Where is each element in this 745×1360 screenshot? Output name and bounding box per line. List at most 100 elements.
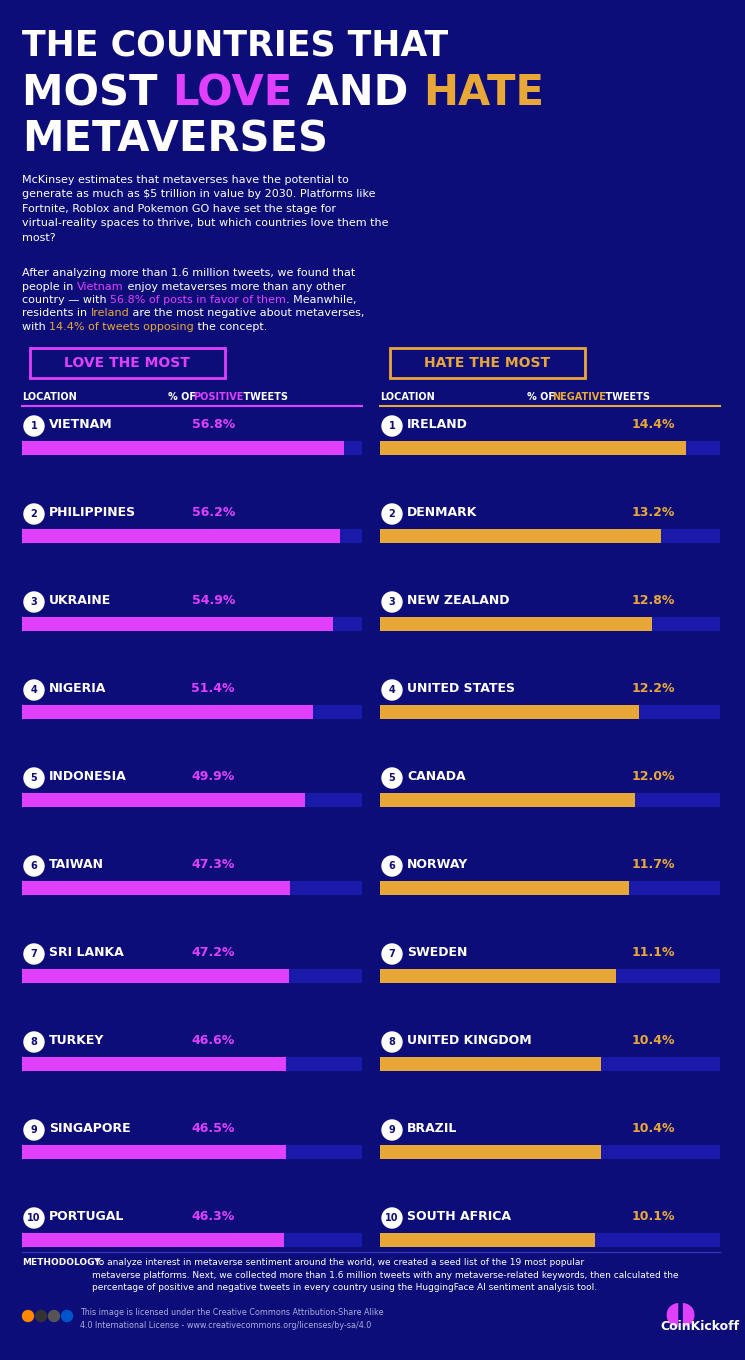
Text: NEGATIVE: NEGATIVE bbox=[552, 392, 606, 403]
Bar bbox=[380, 793, 635, 806]
Bar bbox=[380, 704, 720, 719]
Text: % OF: % OF bbox=[168, 392, 200, 403]
Text: 6: 6 bbox=[31, 861, 37, 870]
Text: TURKEY: TURKEY bbox=[49, 1034, 104, 1047]
Text: TAIWAN: TAIWAN bbox=[49, 858, 104, 870]
Text: 12.2%: 12.2% bbox=[632, 681, 675, 695]
Text: UNITED STATES: UNITED STATES bbox=[407, 681, 515, 695]
Text: 5: 5 bbox=[31, 772, 37, 783]
Text: 4: 4 bbox=[389, 685, 396, 695]
Bar bbox=[380, 441, 720, 456]
Text: 51.4%: 51.4% bbox=[191, 681, 235, 695]
Text: LOCATION: LOCATION bbox=[380, 392, 435, 403]
Text: residents in: residents in bbox=[22, 309, 91, 318]
Circle shape bbox=[24, 680, 44, 700]
Text: VIETNAM: VIETNAM bbox=[49, 418, 112, 431]
Text: 5: 5 bbox=[389, 772, 396, 783]
Text: LOVE: LOVE bbox=[172, 72, 292, 114]
Text: Ireland: Ireland bbox=[91, 309, 130, 318]
Text: LOCATION: LOCATION bbox=[22, 392, 77, 403]
Bar bbox=[22, 881, 290, 895]
Bar bbox=[380, 881, 720, 895]
Text: % OF: % OF bbox=[527, 392, 558, 403]
Text: CoinKickoff: CoinKickoff bbox=[660, 1319, 740, 1333]
Text: UKRAINE: UKRAINE bbox=[49, 594, 111, 607]
Bar bbox=[22, 529, 340, 543]
Text: METAVERSES: METAVERSES bbox=[22, 118, 328, 160]
Bar bbox=[380, 881, 629, 895]
Bar bbox=[380, 1145, 601, 1159]
Text: SOUTH AFRICA: SOUTH AFRICA bbox=[407, 1210, 511, 1223]
Text: BRAZIL: BRAZIL bbox=[407, 1122, 457, 1136]
Text: PORTUGAL: PORTUGAL bbox=[49, 1210, 124, 1223]
Circle shape bbox=[382, 680, 402, 700]
Text: Vietnam: Vietnam bbox=[77, 282, 124, 291]
FancyBboxPatch shape bbox=[30, 348, 225, 378]
Text: 7: 7 bbox=[389, 949, 396, 959]
Bar bbox=[380, 617, 652, 631]
Bar bbox=[22, 881, 362, 895]
FancyBboxPatch shape bbox=[390, 348, 585, 378]
Text: LOVE THE MOST: LOVE THE MOST bbox=[64, 356, 190, 370]
Bar bbox=[22, 1057, 362, 1072]
Text: 3: 3 bbox=[31, 597, 37, 607]
Text: NIGERIA: NIGERIA bbox=[49, 681, 107, 695]
Text: with: with bbox=[22, 322, 49, 332]
Text: country — with: country — with bbox=[22, 295, 110, 305]
Text: 14.4% of tweets opposing: 14.4% of tweets opposing bbox=[49, 322, 194, 332]
Circle shape bbox=[22, 1311, 34, 1322]
Text: 13.2%: 13.2% bbox=[632, 506, 675, 520]
Circle shape bbox=[382, 592, 402, 612]
Text: METHODOLOGY:: METHODOLOGY: bbox=[22, 1258, 104, 1268]
Text: SINGAPORE: SINGAPORE bbox=[49, 1122, 130, 1136]
Text: 3: 3 bbox=[389, 597, 396, 607]
Circle shape bbox=[382, 768, 402, 787]
Bar bbox=[22, 793, 305, 806]
Text: 9: 9 bbox=[389, 1125, 396, 1136]
Bar bbox=[380, 441, 686, 456]
Bar bbox=[22, 617, 333, 631]
Bar bbox=[380, 1057, 720, 1072]
Bar bbox=[22, 793, 362, 806]
Text: people in: people in bbox=[22, 282, 77, 291]
Text: enjoy metaverses more than any other: enjoy metaverses more than any other bbox=[124, 282, 345, 291]
Text: IRELAND: IRELAND bbox=[407, 418, 468, 431]
Text: TWEETS: TWEETS bbox=[240, 392, 288, 403]
Text: 6: 6 bbox=[389, 861, 396, 870]
Circle shape bbox=[24, 505, 44, 524]
Text: 46.6%: 46.6% bbox=[191, 1034, 235, 1047]
Circle shape bbox=[24, 592, 44, 612]
Text: 47.2%: 47.2% bbox=[191, 947, 235, 959]
Text: 11.7%: 11.7% bbox=[632, 858, 675, 870]
Bar bbox=[22, 704, 313, 719]
Text: 8: 8 bbox=[31, 1036, 37, 1047]
Text: CANADA: CANADA bbox=[407, 770, 466, 783]
Circle shape bbox=[24, 416, 44, 437]
Circle shape bbox=[382, 1121, 402, 1140]
Circle shape bbox=[24, 944, 44, 964]
Text: AND: AND bbox=[292, 72, 423, 114]
Circle shape bbox=[382, 1208, 402, 1228]
Bar bbox=[380, 1057, 601, 1072]
Bar bbox=[380, 1234, 720, 1247]
Text: SRI LANKA: SRI LANKA bbox=[49, 947, 124, 959]
Text: 46.5%: 46.5% bbox=[191, 1122, 235, 1136]
Text: 10: 10 bbox=[28, 1213, 41, 1223]
Bar bbox=[22, 1057, 286, 1072]
Bar bbox=[22, 968, 290, 983]
Text: POSITIVE: POSITIVE bbox=[193, 392, 244, 403]
Text: ◖◗: ◖◗ bbox=[664, 1300, 696, 1329]
Text: 56.8% of posts in favor of them: 56.8% of posts in favor of them bbox=[110, 295, 286, 305]
Text: MOST: MOST bbox=[22, 72, 172, 114]
Circle shape bbox=[382, 505, 402, 524]
Circle shape bbox=[36, 1311, 46, 1322]
Circle shape bbox=[24, 1121, 44, 1140]
Bar bbox=[22, 617, 362, 631]
Text: 7: 7 bbox=[31, 949, 37, 959]
Text: 8: 8 bbox=[389, 1036, 396, 1047]
Text: 12.0%: 12.0% bbox=[632, 770, 675, 783]
Bar bbox=[380, 704, 639, 719]
Circle shape bbox=[24, 855, 44, 876]
Text: SWEDEN: SWEDEN bbox=[407, 947, 467, 959]
Text: NEW ZEALAND: NEW ZEALAND bbox=[407, 594, 510, 607]
